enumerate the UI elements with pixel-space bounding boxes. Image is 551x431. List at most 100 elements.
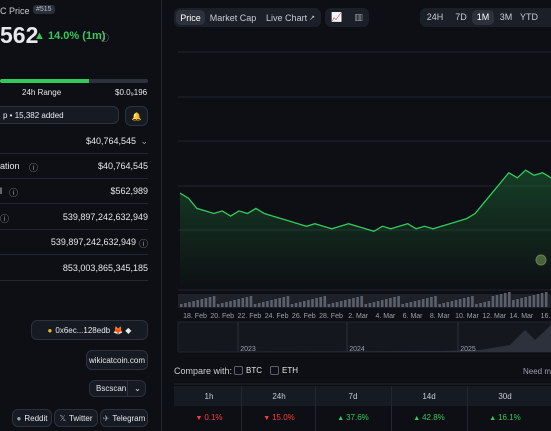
- table-cell: ▼ 15.0%: [254, 413, 304, 422]
- compare-option[interactable]: BTC: [234, 366, 262, 375]
- x-tick-label: 4. Mar: [375, 313, 396, 320]
- social-button[interactable]: 𝕏 Twitter: [54, 409, 98, 427]
- range-button[interactable]: 24H: [426, 12, 444, 22]
- explorer-button[interactable]: Bscscan ⌄: [89, 380, 146, 397]
- volume-bar: [216, 304, 220, 307]
- volume-bar: [245, 297, 249, 307]
- tab[interactable]: Live Chart ↗: [262, 10, 319, 25]
- contract-chip[interactable]: ● 0x6ec...128edb 🦊 ◆: [31, 320, 148, 340]
- table-value: 16.1%: [498, 413, 521, 422]
- volume-bar: [479, 303, 482, 307]
- social-button[interactable]: ● Reddit: [12, 409, 52, 427]
- volume-bar: [262, 302, 265, 307]
- price-line: [179, 169, 551, 233]
- checkbox: [234, 366, 243, 375]
- navigator-label: 2025: [460, 346, 476, 353]
- x-tick-label: 20. Feb: [210, 313, 234, 320]
- tab-group: [174, 8, 321, 27]
- volume-bar: [331, 303, 335, 307]
- table-header: 14d: [422, 392, 436, 401]
- table-value: 37.6%: [346, 413, 369, 422]
- volume-bar: [393, 297, 396, 307]
- volume-bar: [319, 297, 322, 307]
- range-button[interactable]: 1M: [472, 10, 494, 25]
- volume-bar: [405, 303, 409, 307]
- coin-title: C Price: [0, 6, 30, 16]
- volume-bar: [339, 301, 343, 307]
- compare-option[interactable]: ETH: [270, 366, 298, 375]
- price-change: ▲ 14.0% (1m): [34, 30, 106, 42]
- volume-bar: [503, 293, 507, 307]
- volume-bar: [335, 302, 339, 307]
- volume-bar: [307, 300, 310, 307]
- social-button[interactable]: ✈ Telegram: [100, 409, 148, 427]
- table-header: 24h: [272, 392, 286, 401]
- volume-bar: [516, 299, 519, 307]
- alert-button[interactable]: 🔔: [125, 106, 148, 126]
- volume-bar: [294, 303, 298, 307]
- volume-bar: [221, 303, 224, 307]
- info-icon: ⓘ: [100, 33, 110, 43]
- volume-bar: [303, 301, 306, 307]
- volume-bar: [274, 299, 277, 307]
- table-divider: [391, 386, 392, 431]
- volume-bar: [253, 304, 257, 307]
- table-value: 42.8%: [422, 413, 445, 422]
- stat-value: 853,003,865,345,185: [62, 263, 148, 273]
- volume-bar: [454, 300, 458, 307]
- range-button[interactable]: 3M: [499, 12, 513, 22]
- volume-bar: [462, 298, 466, 307]
- table-header: 7d: [348, 392, 358, 401]
- volume-bar: [282, 297, 286, 307]
- volume-bar: [413, 301, 417, 307]
- direction-icon: ▲: [489, 415, 499, 422]
- x-tick-label: 26. Feb: [292, 313, 316, 320]
- direction-icon: ▼: [195, 415, 205, 422]
- volume-bar: [352, 298, 355, 307]
- volume-bar: [508, 292, 511, 307]
- watchlist-button[interactable]: p • 15,382 added: [0, 106, 119, 124]
- social-label: Twitter: [68, 413, 93, 423]
- tab[interactable]: Market Cap: [207, 10, 259, 25]
- stat-value: $40,764,545: [97, 161, 148, 171]
- volume-bar: [298, 302, 302, 307]
- line-icon: 📈: [331, 12, 343, 22]
- info-icon: ⓘ: [0, 214, 10, 224]
- stat-row: 539,897,242,632,949 ⓘ: [0, 229, 148, 255]
- contract: 0x6ec...128edb: [55, 325, 111, 335]
- x-tick-label: 28. Feb: [319, 313, 343, 320]
- volume-bar: [241, 298, 245, 307]
- volume-bar: [229, 301, 232, 307]
- social-label: Reddit: [24, 413, 48, 423]
- volume-bar: [204, 298, 208, 307]
- volume-bar: [458, 299, 462, 307]
- volume-bar: [180, 304, 183, 307]
- x-tick-label: 22. Feb: [238, 313, 262, 320]
- explorer-dropdown[interactable]: ⌄: [127, 381, 147, 396]
- stat-row: 853,003,865,345,185: [0, 255, 148, 281]
- tab[interactable]: Price: [176, 10, 205, 25]
- volume-bar: [540, 293, 544, 307]
- website-button[interactable]: wikicatcoin.com: [86, 350, 148, 370]
- chain-icon: ●: [47, 325, 53, 335]
- x-tick-label: 8. Mar: [430, 313, 451, 320]
- chart-type-toggle[interactable]: 📈 ▥: [325, 8, 369, 27]
- table-cell: ▲ 42.8%: [404, 413, 454, 422]
- navigator-area: [178, 325, 551, 352]
- x-tick-label: 6. Mar: [403, 313, 424, 320]
- volume-bar: [438, 304, 441, 307]
- wallet-icons: 🦊 ◆: [113, 325, 132, 335]
- volume-bar: [421, 299, 425, 307]
- range-button[interactable]: 7D: [455, 12, 467, 22]
- volume-bar: [257, 303, 261, 307]
- volume-bar: [512, 300, 515, 307]
- volume-bar: [372, 302, 376, 307]
- volume-bar: [442, 303, 445, 307]
- social-icon: 𝕏: [59, 413, 66, 423]
- range-button[interactable]: YTD: [520, 12, 538, 22]
- compare-more: Need mo: [523, 367, 551, 376]
- social-icon: ✈: [102, 413, 110, 423]
- volume-bar: [524, 297, 527, 307]
- volume-bar: [499, 294, 503, 307]
